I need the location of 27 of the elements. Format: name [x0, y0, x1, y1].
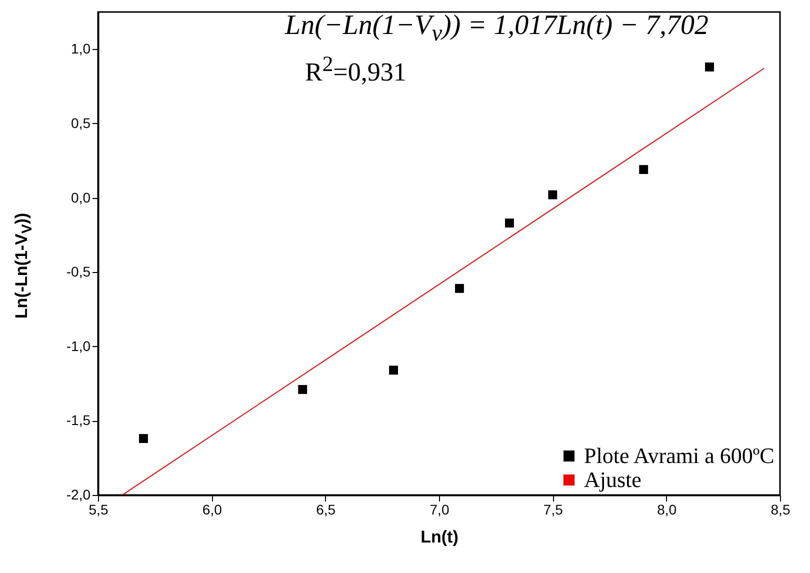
point [705, 62, 714, 72]
point [298, 385, 308, 394]
point [138, 434, 148, 443]
x-tick-label: 6,5 [316, 502, 336, 518]
y-tick-label: -1,0 [66, 338, 91, 354]
point [454, 284, 464, 293]
point [548, 190, 558, 200]
x-tick-label: 7,5 [543, 502, 564, 518]
x-tick-label: 7,0 [430, 502, 450, 518]
point [639, 165, 648, 174]
x-tick-label: 6,0 [202, 502, 222, 518]
y-tick-label: 0,0 [71, 189, 91, 206]
y-tick-label: -2,0 [66, 486, 91, 502]
point [505, 218, 514, 228]
y-tick-label: 0,5 [71, 114, 91, 131]
x-tick-label: 8,5 [770, 502, 790, 518]
x-tick-label: 8,0 [657, 502, 677, 518]
point [389, 366, 398, 375]
y-tick-label: 1,0 [71, 40, 91, 57]
legend-label: Plote Avrami a 600ºC [584, 443, 774, 468]
annotation: Ln(−Ln(1−V$_{v}$)) = 1,017Ln(t) − 7,702 [285, 10, 708, 48]
x-tick-label: 5,5 [88, 502, 108, 518]
y-tick-label: -0,5 [66, 264, 91, 280]
annotation: R$^{2}$=0,931 [305, 52, 406, 88]
legend-label: Ajuste [584, 467, 642, 492]
x-axis-title: Ln(t) [420, 528, 458, 546]
y-tick-label: -1,5 [66, 412, 91, 428]
